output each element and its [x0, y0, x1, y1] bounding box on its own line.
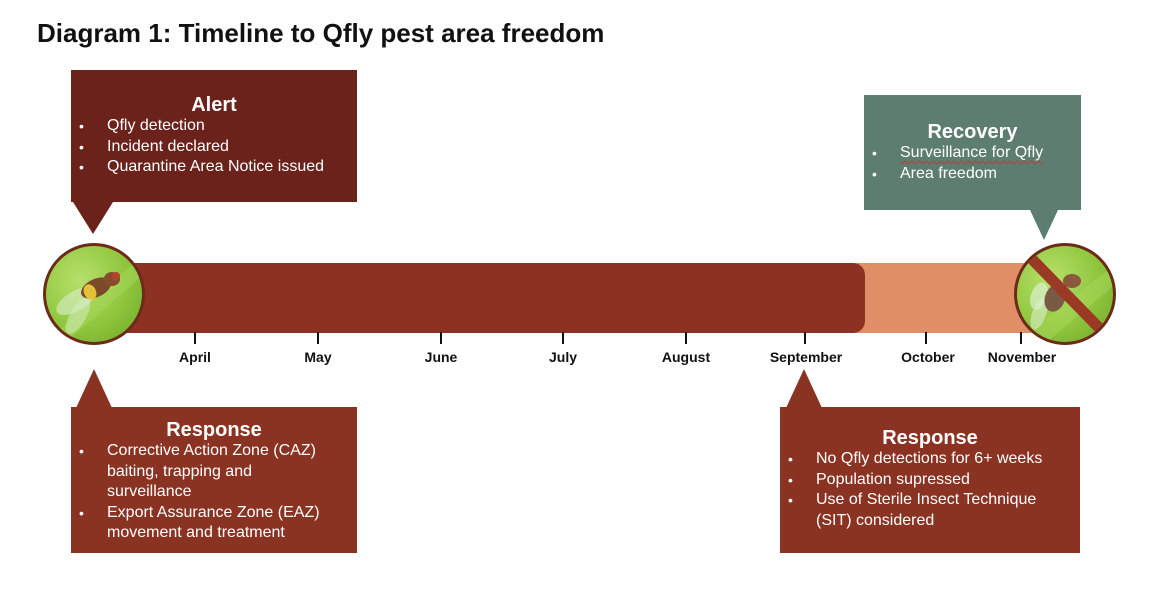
month-label-july: July — [548, 349, 578, 365]
response-late-item: Population supressed — [780, 470, 1080, 491]
month-label-november: November — [987, 349, 1057, 365]
response-early-list: Corrective Action Zone (CAZ) baiting, tr… — [71, 441, 357, 544]
alert-heading: Alert — [191, 94, 237, 116]
tick-september — [804, 332, 806, 344]
response-early-callout: Response Corrective Action Zone (CAZ) ba… — [71, 407, 357, 553]
tick-october — [925, 332, 927, 344]
recovery-list: Surveillance for Qfly Area freedom — [864, 143, 1081, 184]
month-label-september: September — [769, 349, 843, 365]
diagram-title: Diagram 1: Timeline to Qfly pest area fr… — [37, 18, 605, 48]
response-late-heading: Response — [882, 427, 978, 449]
alert-item: Incident declared — [71, 137, 357, 158]
recovery-callout: Recovery Surveillance for Qfly Area free… — [864, 95, 1081, 210]
qfly-crossed-out-icon — [1014, 243, 1116, 345]
response-late-pointer — [786, 369, 822, 408]
recovery-item-text: Surveillance for Qfly — [900, 144, 1044, 161]
month-label-may: May — [304, 349, 332, 365]
tick-august — [685, 332, 687, 344]
tick-july — [562, 332, 564, 344]
response-late-list: No Qfly detections for 6+ weeks Populati… — [780, 449, 1080, 531]
recovery-item: Area freedom — [864, 164, 1081, 185]
tick-may — [317, 332, 319, 344]
fly-crossed-graphic-icon — [1017, 250, 1113, 342]
response-late-item: No Qfly detections for 6+ weeks — [780, 449, 1080, 470]
month-label-april: April — [179, 349, 211, 365]
alert-pointer — [73, 202, 113, 234]
tick-april — [194, 332, 196, 344]
tick-june — [440, 332, 442, 344]
month-label-october: October — [901, 349, 955, 365]
response-early-item: Corrective Action Zone (CAZ) baiting, tr… — [71, 441, 357, 503]
qfly-icon — [43, 243, 145, 345]
alert-list: Qfly detection Incident declared Quarant… — [71, 116, 357, 178]
recovery-heading: Recovery — [927, 121, 1018, 143]
response-late-callout: Response No Qfly detections for 6+ weeks… — [780, 407, 1080, 553]
response-early-pointer — [76, 369, 112, 408]
timeline-response-segment — [95, 263, 865, 333]
recovery-item: Surveillance for Qfly — [864, 143, 1081, 164]
alert-item: Quarantine Area Notice issued — [71, 157, 357, 178]
alert-item: Qfly detection — [71, 116, 357, 137]
response-late-item: Use of Sterile Insect Technique (SIT) co… — [780, 490, 1080, 531]
fly-graphic-icon — [46, 256, 142, 342]
month-label-august: August — [661, 349, 711, 365]
alert-callout: Alert Qfly detection Incident declared Q… — [71, 70, 357, 202]
month-label-june: June — [424, 349, 458, 365]
response-early-item: Export Assurance Zone (EAZ) movement and… — [71, 503, 357, 544]
recovery-pointer — [1030, 210, 1058, 240]
tick-november — [1020, 332, 1022, 344]
response-early-heading: Response — [166, 419, 262, 441]
timeline-recovery-segment — [840, 263, 1045, 333]
